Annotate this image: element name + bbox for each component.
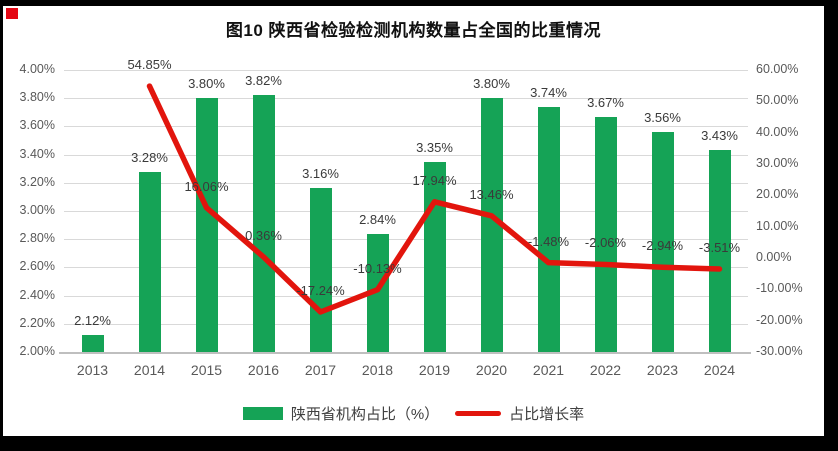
right-axis-tick-label: 20.00%: [756, 187, 799, 202]
legend-item-bar: 陕西省机构占比（%）: [242, 403, 440, 424]
gridline: [64, 323, 748, 325]
right-axis-tick-label: -10.00%: [756, 281, 803, 296]
left-axis-tick-label: 3.20%: [19, 174, 55, 189]
gridline: [64, 211, 748, 212]
bar-value-label: 2.84%: [359, 211, 396, 227]
bar: [252, 95, 275, 352]
gridline: [64, 70, 748, 71]
gridline: [64, 126, 748, 128]
line-value-label: 16.06%: [184, 178, 229, 194]
gridline: [64, 267, 748, 269]
left-axis-tick-label: 3.40%: [19, 146, 55, 161]
chart-panel: 图10 陕西省检验检测机构数量占全国的比重情况 2.12% 3.28% 3.80% 3…: [3, 6, 824, 436]
bar-value-label: 3.82%: [245, 73, 282, 89]
left-axis-tick-label: 2.20%: [19, 315, 55, 330]
x-tick-label: 2013: [76, 362, 109, 378]
x-tick-label: 2014: [133, 362, 166, 378]
gridline: [64, 98, 748, 100]
right-axis-tick-label: 10.00%: [756, 218, 799, 233]
gridline: [64, 154, 748, 156]
left-axis-tick-label: 4.00%: [19, 62, 55, 76]
bar: [651, 132, 674, 352]
bar-value-label: 3.28%: [131, 149, 168, 165]
red-square-marker: [6, 8, 18, 19]
bar-value-label: 3.67%: [587, 94, 624, 110]
x-tick-label: 2020: [475, 362, 508, 378]
right-axis-tick-label: -20.00%: [756, 312, 803, 327]
bar: [81, 335, 104, 352]
bar: [195, 98, 218, 352]
bar: [594, 116, 617, 352]
bar: [366, 233, 389, 352]
bar-series-swatch-icon: [242, 407, 283, 420]
bar: [480, 98, 503, 352]
bar-value-label: 3.35%: [416, 139, 453, 155]
legend-bar-label: 陕西省机构占比（%）: [290, 406, 440, 423]
left-axis-tick-label: 3.60%: [19, 118, 55, 133]
x-tick-label: 2015: [190, 362, 223, 378]
line-series-swatch-icon: [455, 411, 502, 416]
line-value-label: -1.48%: [527, 233, 570, 249]
growth-line: [146, 83, 723, 315]
line-value-label: 54.85%: [127, 57, 172, 73]
legend-item-line: 占比增长率: [455, 403, 584, 424]
bar-value-label: 2.12%: [74, 313, 111, 329]
x-axis-line: [59, 352, 751, 354]
x-tick-label: 2022: [589, 362, 622, 378]
line-value-label: -17.24%: [296, 283, 345, 299]
bar-value-label: 3.80%: [188, 76, 225, 92]
line-value-label: -2.94%: [641, 238, 684, 254]
gridline: [64, 295, 748, 297]
line-value-label: 17.94%: [412, 172, 457, 188]
left-axis-tick-label: 3.80%: [19, 90, 55, 105]
right-axis-tick-label: 40.00%: [756, 124, 799, 139]
left-axis-tick-label: 2.40%: [19, 287, 55, 302]
right-axis-tick-label: -30.00%: [756, 344, 803, 358]
growth-line-svg: [146, 83, 723, 315]
legend: 陕西省机构占比（%） 占比增长率: [3, 403, 824, 424]
x-tick-label: 2016: [247, 362, 280, 378]
bar-value-label: 3.43%: [701, 128, 738, 144]
bar-value-label: 3.80%: [473, 76, 510, 92]
x-tick-label: 2023: [646, 362, 679, 378]
gridline: [64, 239, 748, 241]
left-axis-tick-label: 3.00%: [19, 203, 55, 217]
x-tick-label: 2024: [703, 362, 736, 378]
line-value-label: -2.06%: [584, 235, 627, 251]
plot-area: 2.12% 3.28% 3.80% 3.82% 3.16% 2.84% 3.35% 3.80%…: [59, 57, 751, 354]
bar-value-label: 3.56%: [644, 110, 681, 126]
bar-value-label: 3.16%: [302, 166, 339, 182]
right-axis-tick-label: 0.00%: [756, 250, 792, 264]
gridline: [64, 182, 748, 184]
left-axis-tick-label: 2.80%: [19, 231, 55, 246]
x-tick-label: 2018: [361, 362, 394, 378]
x-tick-label: 2019: [418, 362, 451, 378]
x-tick-label: 2017: [304, 362, 337, 378]
bar: [138, 171, 161, 352]
line-value-label: 0.36%: [245, 227, 282, 243]
bar: [708, 150, 731, 352]
left-axis-tick-label: 2.00%: [19, 344, 55, 358]
right-axis-tick-label: 30.00%: [756, 156, 799, 170]
bar-value-label: 3.74%: [530, 84, 567, 100]
right-axis-tick-label: 60.00%: [756, 62, 799, 76]
legend-line-label: 占比增长率: [509, 406, 585, 423]
x-tick-label: 2021: [532, 362, 565, 378]
chart-title: 图10 陕西省检验检测机构数量占全国的比重情况: [225, 21, 602, 40]
left-axis-tick-label: 2.60%: [19, 259, 55, 274]
line-value-label: -10.13%: [353, 260, 402, 276]
bar: [537, 106, 560, 352]
line-value-label: 13.46%: [469, 186, 514, 202]
line-value-label: -3.51%: [698, 239, 741, 255]
right-axis-tick-label: 50.00%: [756, 93, 799, 108]
